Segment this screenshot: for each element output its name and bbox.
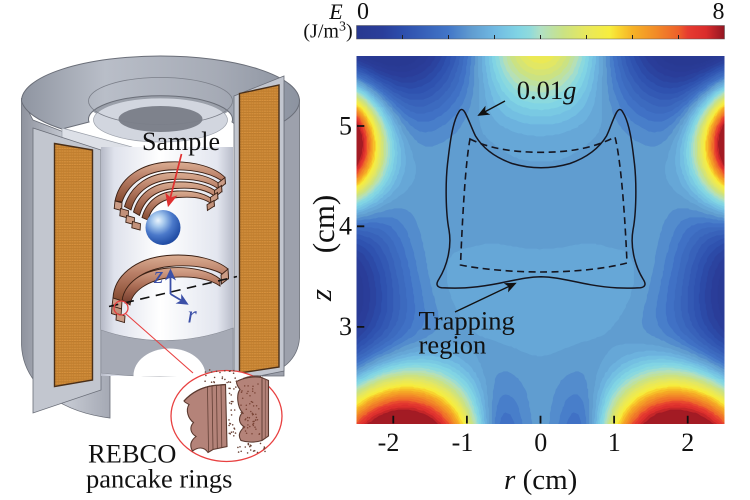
svg-text:Sample: Sample	[142, 127, 220, 156]
svg-text:(cm): (cm)	[306, 195, 341, 254]
svg-text:z: z	[303, 289, 338, 302]
svg-text:Trapping: Trapping	[419, 306, 515, 336]
svg-text:-1: -1	[452, 428, 474, 457]
svg-text:1: 1	[608, 428, 621, 457]
svg-text:0.01g: 0.01g	[517, 75, 577, 105]
svg-text:r (cm): r (cm)	[504, 464, 577, 496]
svg-text:4: 4	[339, 212, 352, 241]
svg-text:r: r	[187, 303, 197, 329]
svg-text:region: region	[419, 330, 487, 360]
svg-text:8: 8	[713, 0, 725, 25]
svg-text:0: 0	[534, 428, 547, 457]
svg-text:0: 0	[357, 0, 369, 25]
svg-text:pancake rings: pancake rings	[86, 464, 232, 494]
svg-text:5: 5	[339, 112, 352, 141]
svg-text:3: 3	[339, 312, 352, 341]
svg-text:-2: -2	[378, 428, 400, 457]
svg-text:E: E	[328, 0, 343, 24]
svg-text:2: 2	[681, 428, 694, 457]
svg-text:(J/m3): (J/m3)	[303, 19, 352, 43]
svg-text:REBCO: REBCO	[88, 439, 176, 469]
svg-text:z: z	[153, 263, 164, 289]
